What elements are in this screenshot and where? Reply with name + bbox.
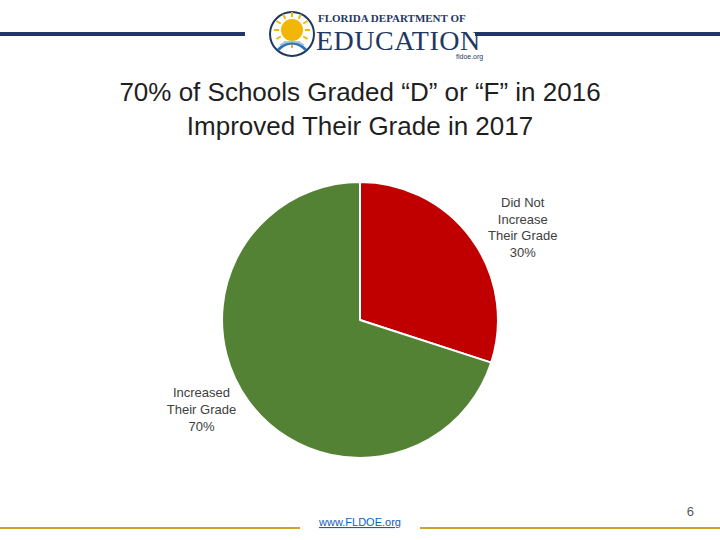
- svg-text:Did NotIncreaseTheir Grade30%: Did NotIncreaseTheir Grade30%: [488, 195, 557, 261]
- svg-text:IncreasedTheir Grade70%: IncreasedTheir Grade70%: [167, 385, 236, 434]
- svg-text:fldoe.org: fldoe.org: [456, 53, 483, 61]
- svg-text:FLORIDA DEPARTMENT OF: FLORIDA DEPARTMENT OF: [318, 12, 466, 24]
- svg-text:www.FLDOE.org: www.FLDOE.org: [318, 516, 401, 528]
- svg-text:6: 6: [687, 504, 694, 519]
- svg-text:70% of Schools Graded “D” or “: 70% of Schools Graded “D” or “F” in 2016…: [119, 77, 600, 141]
- svg-text:EDUCATION: EDUCATION: [316, 25, 481, 56]
